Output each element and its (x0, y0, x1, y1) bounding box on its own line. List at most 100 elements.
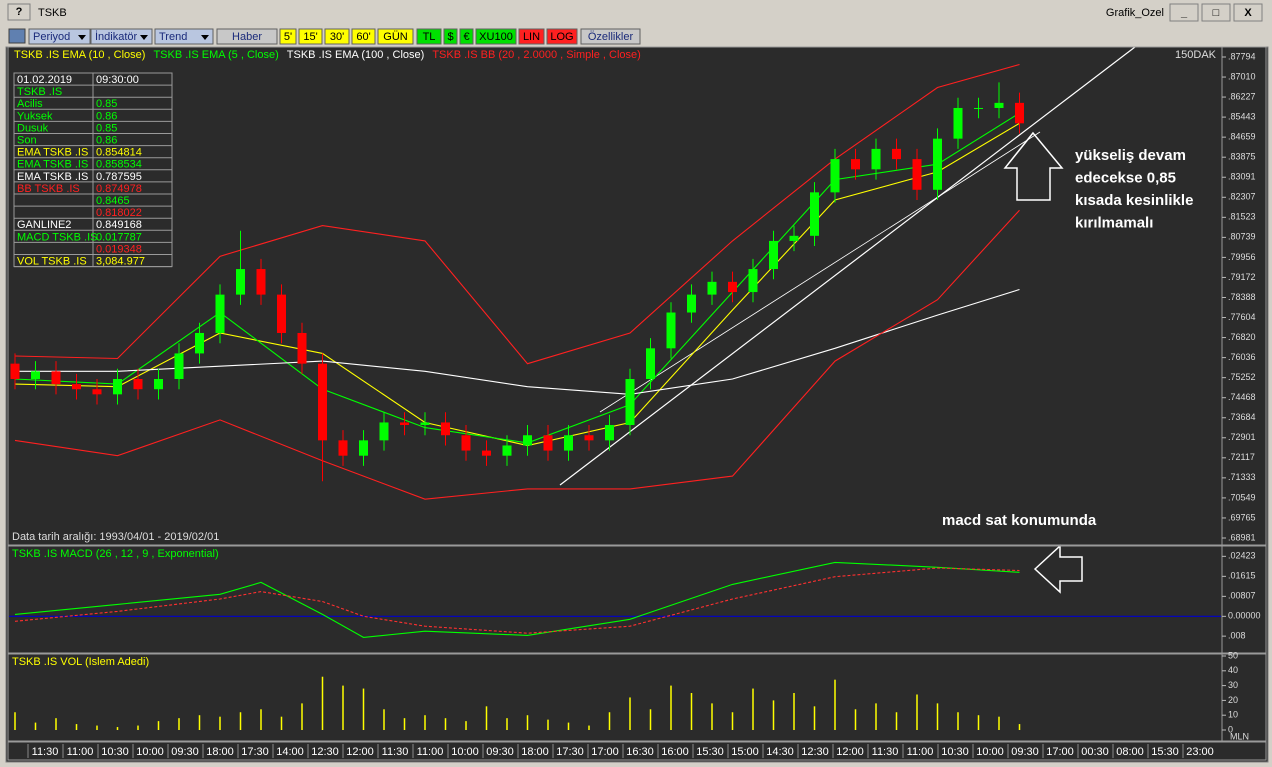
y-tick-label: .86227 (1228, 91, 1256, 101)
toolbar-button[interactable] (351, 28, 376, 45)
toolbar-label[interactable]: Trend (159, 31, 187, 43)
toolbar-label[interactable]: 60' (356, 31, 370, 43)
toolbar-button[interactable] (546, 28, 578, 45)
toolbar-button[interactable] (154, 28, 214, 45)
time-label: 11:00 (417, 746, 444, 758)
toolbar-label[interactable]: Özellikler (588, 31, 634, 43)
toolbar-button[interactable] (459, 28, 474, 45)
y-tick-label: .68981 (1228, 532, 1256, 542)
candle-body (133, 378, 143, 390)
y-tick-label: .78388 (1228, 292, 1256, 302)
time-label: 17:00 (1046, 746, 1074, 758)
annotation: yükseliş devam (1075, 147, 1186, 164)
candle-body (933, 138, 942, 190)
series-line (14, 63, 1020, 365)
y-tick-label: .76036 (1228, 352, 1256, 362)
candle-body (543, 435, 553, 451)
left-arrow (1033, 544, 1083, 594)
series-line (14, 567, 1020, 634)
toolbar-button[interactable] (298, 28, 323, 45)
window-control[interactable] (1169, 3, 1199, 22)
y-tick-label: .70549 (1228, 492, 1256, 502)
candle-body (912, 159, 922, 190)
candle-body (318, 363, 327, 441)
info-value: 0.858534 (96, 159, 142, 171)
toolbar-label[interactable]: LIN (523, 31, 540, 43)
toolbar-button[interactable] (324, 28, 350, 45)
time-label: 14:30 (766, 746, 794, 758)
toolbar-label[interactable]: 5' (284, 31, 292, 43)
legend-entry: TSKB .IS EMA (100 , Close) (287, 49, 425, 61)
time-label: 11:00 (67, 746, 94, 758)
window-control[interactable] (1201, 3, 1231, 22)
time-label: 14:00 (276, 746, 304, 758)
unit-label: MLN (1230, 731, 1249, 741)
toolbar-label[interactable]: 30' (330, 31, 344, 43)
toolbar-button[interactable] (28, 28, 91, 45)
toolbar-label[interactable]: LOG (550, 31, 573, 43)
toolbar-button[interactable] (377, 28, 414, 45)
time-label: 11:00 (907, 746, 934, 758)
toolbar-button[interactable] (518, 28, 545, 45)
info-label: MACD TSKB .IS (17, 231, 97, 243)
toolbar-label[interactable]: XU100 (479, 31, 513, 43)
toolbar-label[interactable]: İndikatör (95, 30, 138, 43)
toolbar-button[interactable] (416, 28, 442, 45)
axis-frame (1221, 653, 1267, 742)
toolbar-label[interactable]: Haber (232, 31, 262, 43)
info-label: Dusuk (17, 122, 49, 134)
time-label: 12:30 (801, 746, 829, 758)
candle-body (10, 363, 20, 379)
info-label: VOL TSKB .IS (17, 255, 87, 267)
menu-arrow (201, 35, 209, 40)
toolbar-button[interactable] (216, 28, 278, 45)
toolbar-button[interactable] (443, 28, 458, 45)
candle-body (748, 269, 758, 293)
y-tick-label: 40 (1228, 665, 1238, 675)
date-range: Data tarih aralığı: 1993/04/01 - 2019/02… (12, 531, 219, 543)
help-button[interactable] (7, 3, 31, 21)
candle-body (297, 332, 307, 364)
time-label: 16:00 (661, 746, 689, 758)
toolbar-button[interactable] (580, 28, 641, 45)
period-label: 150DAK (1175, 49, 1217, 61)
candle-body (441, 422, 450, 436)
window-control[interactable] (1233, 3, 1263, 22)
toolbar-button[interactable] (475, 28, 517, 45)
annotation: kırılmamalı (1075, 214, 1153, 231)
time-label: 10:00 (451, 746, 479, 758)
toolbar-label[interactable]: $ (447, 31, 453, 43)
candle-body (338, 440, 348, 456)
y-tick-label: .71333 (1228, 472, 1256, 482)
candle-body (174, 353, 184, 379)
info-value: 0.85 (96, 122, 117, 134)
time-label: 11:30 (32, 746, 59, 758)
y-tick-label: .74468 (1228, 392, 1256, 402)
toolbar-label[interactable]: GÜN (383, 31, 408, 43)
info-value: 0.86 (96, 110, 117, 122)
time-label: 10:30 (101, 746, 129, 758)
candle-body (195, 332, 204, 354)
toolbar-label[interactable]: 15' (303, 31, 317, 43)
toolbar-label[interactable]: € (463, 31, 469, 43)
candle-body (830, 159, 840, 193)
time-label: 00:30 (1081, 746, 1109, 758)
help-label: ? (16, 6, 23, 18)
candle-body (236, 269, 245, 295)
candle-body (215, 294, 225, 333)
y-tick-label: 30 (1228, 680, 1238, 690)
candle-body (113, 378, 122, 395)
y-tick-label: 0 (1228, 724, 1233, 734)
toolbar-button[interactable] (90, 28, 153, 45)
y-tick-label: 50 (1228, 650, 1238, 660)
y-tick-label: .72117 (1228, 452, 1255, 462)
toolbar-label[interactable]: Periyod (33, 31, 70, 43)
toolbar-label[interactable]: TL (423, 31, 436, 43)
time-label: 15:00 (731, 746, 759, 758)
y-tick-label: .80739 (1228, 232, 1256, 242)
window-name: Grafik_Ozel (1106, 7, 1164, 19)
time-label: 10:00 (136, 746, 164, 758)
toolbar-button[interactable] (279, 28, 297, 45)
series-line (14, 209, 1020, 500)
